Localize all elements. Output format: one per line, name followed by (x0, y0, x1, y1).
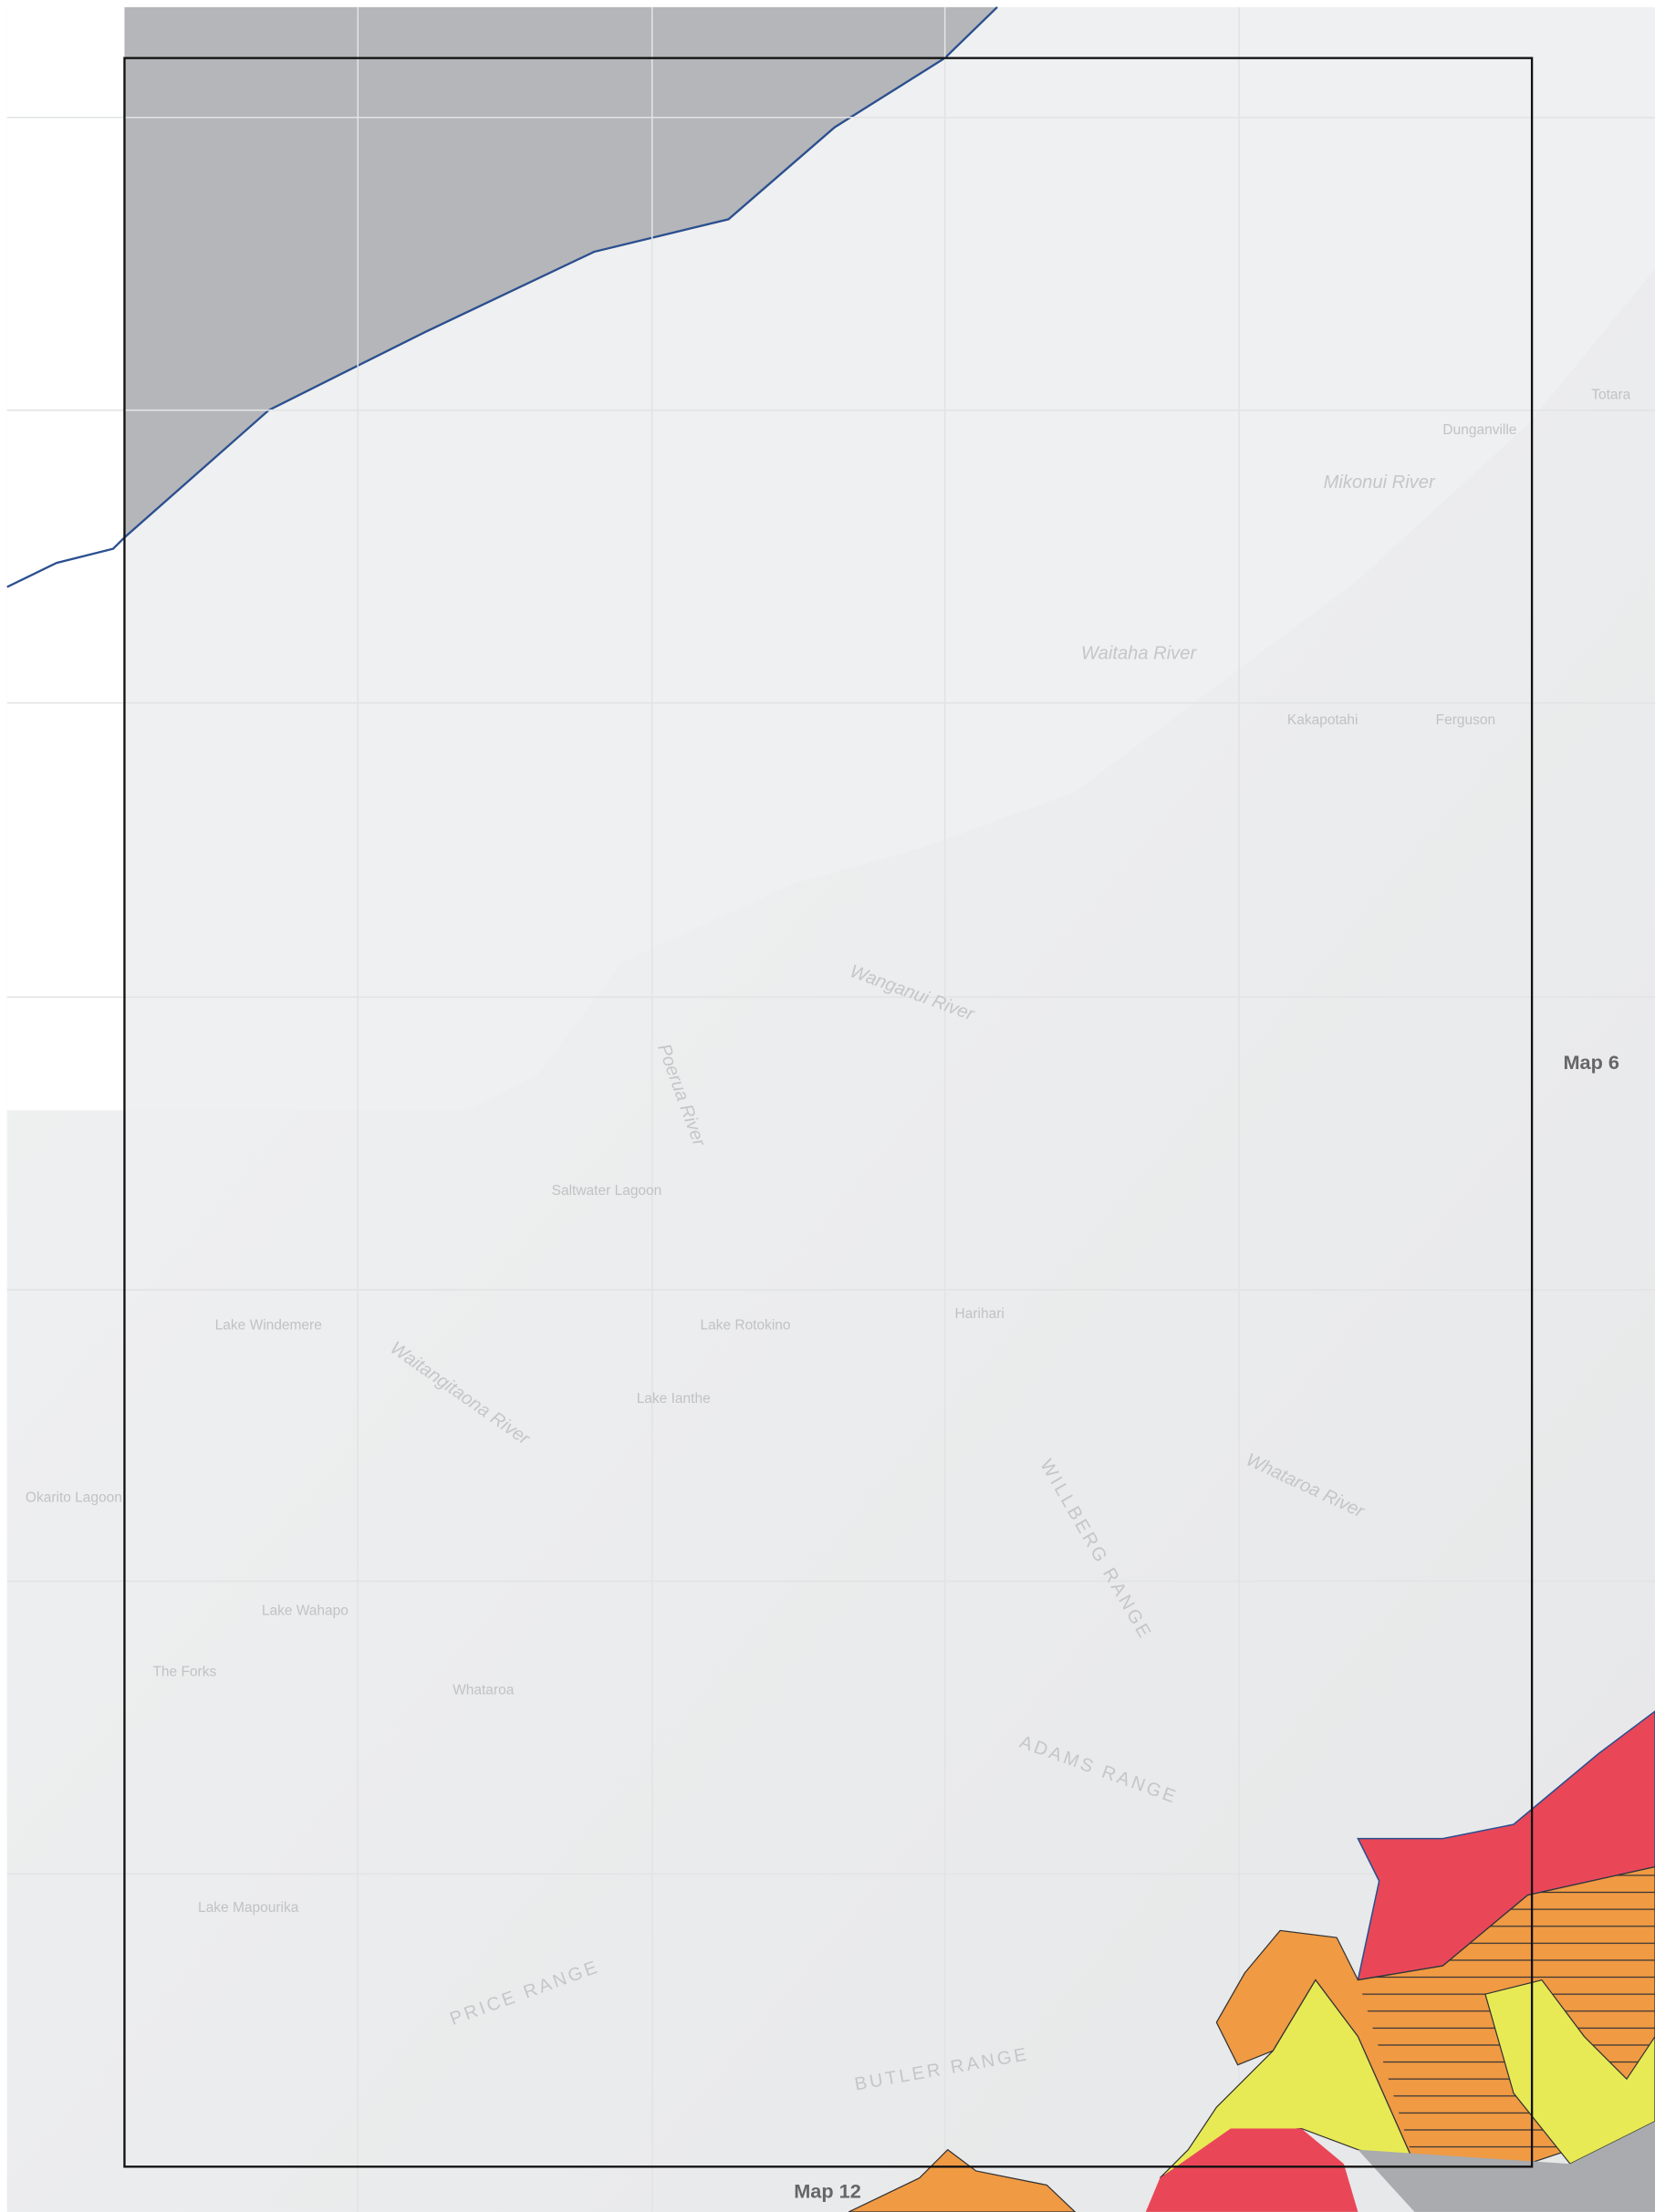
river-label: Mikonui River (1324, 473, 1436, 493)
place-label: Harihari (955, 1306, 1004, 1322)
place-label: The Forks (152, 1664, 216, 1679)
river-label: Waitaha River (1081, 644, 1197, 664)
place-label: Lake Mapourika (198, 1900, 299, 1916)
neighbour-label: Map 12 (794, 2179, 861, 2202)
place-label: Ferguson (1436, 712, 1495, 728)
place-label: Whataroa (453, 1682, 515, 1698)
blank-area (7, 7, 125, 1110)
place-label: Lake Windemere (215, 1317, 322, 1333)
place-label: Lake Ianthe (637, 1391, 711, 1407)
place-label: Kakapotahi (1287, 712, 1358, 728)
place-label: Saltwater Lagoon (552, 1183, 662, 1199)
map: Map 6 Map 12 Mikonui River Waitaha River… (0, 0, 1655, 2212)
place-label: Dunganville (1442, 422, 1516, 438)
place-label: Totara (1591, 387, 1630, 402)
place-label: Lake Wahapo (262, 1604, 349, 1619)
neighbour-label: Map 6 (1563, 1051, 1619, 1074)
place-label: Okarito Lagoon (26, 1490, 122, 1506)
place-label: Lake Rotokino (700, 1317, 790, 1333)
